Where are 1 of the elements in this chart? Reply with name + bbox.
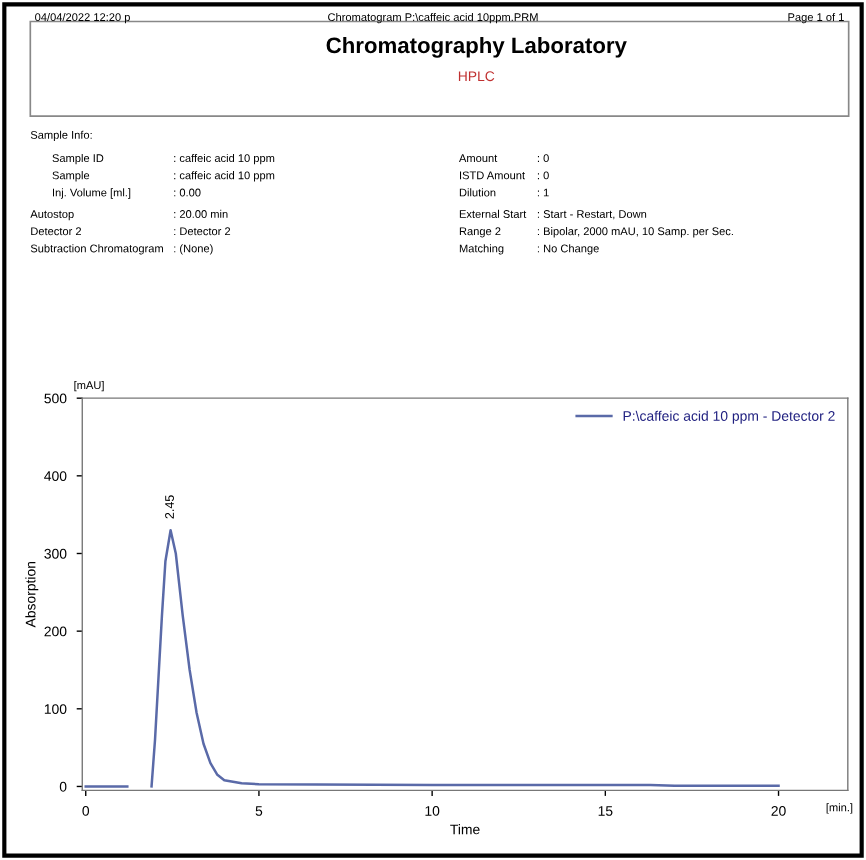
chart-title: Chromatography Laboratory <box>326 36 627 58</box>
